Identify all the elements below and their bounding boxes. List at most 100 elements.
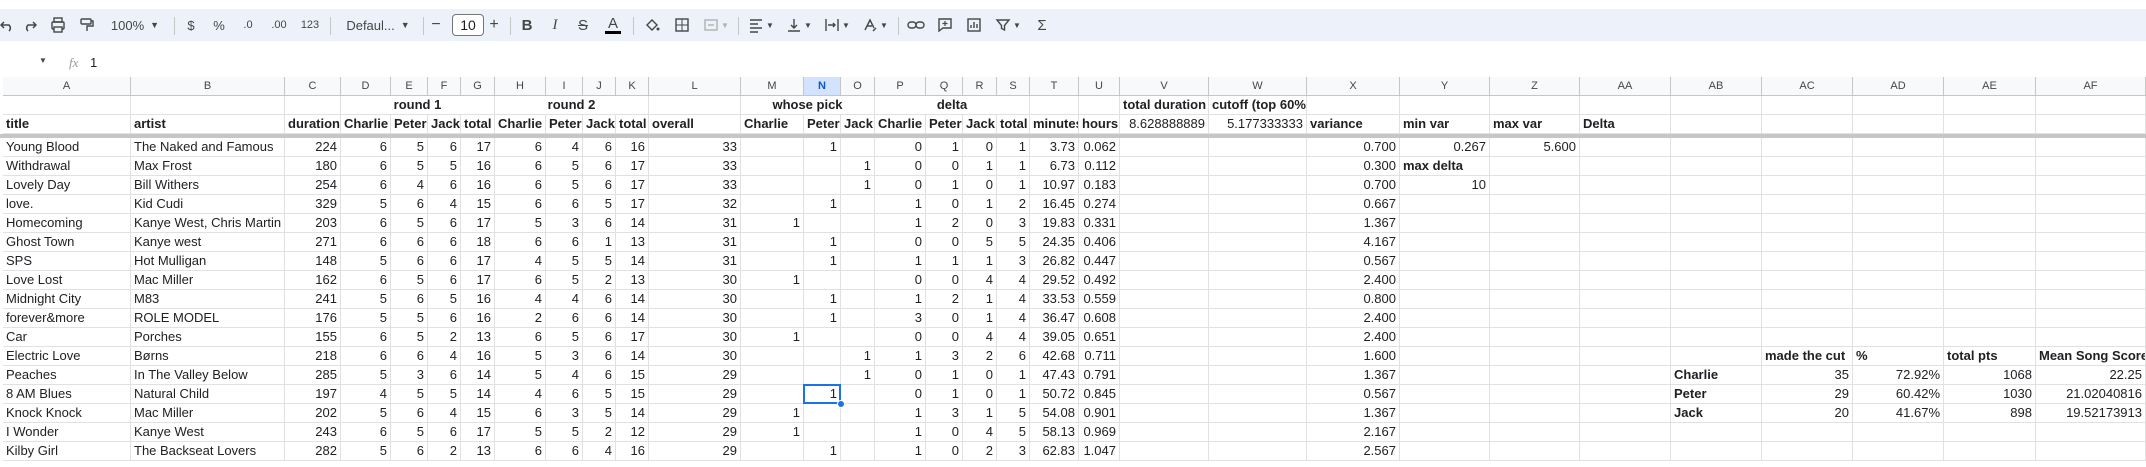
empty-cell[interactable]	[1944, 233, 2036, 252]
cell-ab[interactable]: Peter	[1671, 385, 1762, 404]
artist-cell[interactable]: Kanye West, Chris Martin	[131, 214, 285, 233]
cell-t[interactable]: 3.73	[1030, 138, 1079, 157]
header-cutoff-value[interactable]: 5.177333333	[1209, 115, 1307, 134]
column-header-g[interactable]: G	[461, 77, 495, 96]
empty-cell[interactable]	[1944, 252, 2036, 271]
cell-s[interactable]: 3	[997, 214, 1030, 233]
cell-k[interactable]: 14	[616, 290, 649, 309]
cell-ac[interactable]: 29	[1762, 385, 1853, 404]
empty-cell[interactable]	[841, 252, 875, 271]
empty-cell[interactable]	[1209, 442, 1307, 461]
cell-d[interactable]: 5	[341, 290, 391, 309]
row1-cell[interactable]	[1400, 96, 1490, 115]
song-title-cell[interactable]: Car	[3, 328, 131, 347]
row1-cell[interactable]	[285, 96, 341, 115]
cell-r[interactable]: 1	[963, 290, 997, 309]
row1-cell[interactable]	[1490, 96, 1580, 115]
cell-h[interactable]: 6	[495, 176, 546, 195]
empty-cell[interactable]	[1490, 442, 1580, 461]
header-r1-jack[interactable]: Jack	[428, 115, 461, 134]
cell-y[interactable]: max delta	[1400, 157, 1490, 176]
row1-cell[interactable]	[1079, 96, 1120, 115]
empty-cell[interactable]	[2036, 442, 2146, 461]
song-title-cell[interactable]: Electric Love	[3, 347, 131, 366]
cell-h[interactable]: 5	[495, 347, 546, 366]
cell-h[interactable]: 6	[495, 442, 546, 461]
cell-p[interactable]: 1	[875, 195, 926, 214]
empty-cell[interactable]	[1209, 328, 1307, 347]
empty-cell[interactable]	[1762, 271, 1853, 290]
empty-cell[interactable]	[841, 442, 875, 461]
empty-cell[interactable]	[741, 442, 804, 461]
column-header-ab[interactable]: AB	[1671, 77, 1762, 96]
empty-cell[interactable]	[1400, 271, 1490, 290]
empty-cell[interactable]	[1490, 290, 1580, 309]
cell-i[interactable]: 5	[546, 271, 583, 290]
empty-cell[interactable]	[1490, 233, 1580, 252]
empty-cell[interactable]	[1400, 347, 1490, 366]
cell-k[interactable]: 14	[616, 347, 649, 366]
cell-e[interactable]: 6	[391, 195, 428, 214]
column-header-ae[interactable]: AE	[1944, 77, 2036, 96]
column-header-af[interactable]: AF	[2036, 77, 2146, 96]
empty-cell[interactable]	[1120, 252, 1209, 271]
cell-e[interactable]: 5	[391, 309, 428, 328]
empty-cell[interactable]	[1400, 404, 1490, 423]
header-r1-total[interactable]: total	[461, 115, 495, 134]
empty-cell[interactable]	[841, 404, 875, 423]
cell-j[interactable]: 6	[583, 138, 616, 157]
cell-d[interactable]: 5	[341, 442, 391, 461]
empty-cell[interactable]	[1209, 271, 1307, 290]
empty-cell[interactable]	[1944, 176, 2036, 195]
column-header-h[interactable]: H	[495, 77, 546, 96]
column-header-u[interactable]: U	[1079, 77, 1120, 96]
cell-d[interactable]: 6	[341, 347, 391, 366]
cell-ae[interactable]: 1030	[1944, 385, 2036, 404]
cell-i[interactable]: 4	[546, 290, 583, 309]
cell-m[interactable]: 1	[741, 423, 804, 442]
cell-x[interactable]: 0.700	[1307, 176, 1400, 195]
cell-i[interactable]: 5	[546, 176, 583, 195]
cell-s[interactable]: 1	[997, 385, 1030, 404]
empty-cell[interactable]	[1400, 309, 1490, 328]
cell-h[interactable]: 6	[495, 404, 546, 423]
cell-e[interactable]: 5	[391, 157, 428, 176]
empty-cell[interactable]	[1671, 214, 1762, 233]
cell-g[interactable]: 13	[461, 442, 495, 461]
cell-g[interactable]: 17	[461, 252, 495, 271]
text-color-button[interactable]: A	[602, 9, 624, 41]
cell-q[interactable]: 0	[926, 233, 963, 252]
cell-ad[interactable]: 72.92%	[1853, 366, 1944, 385]
cell-t[interactable]: 26.82	[1030, 252, 1079, 271]
cell-i[interactable]: 4	[546, 138, 583, 157]
cell-c[interactable]: 155	[285, 328, 341, 347]
empty-cell[interactable]	[1580, 138, 1671, 157]
cell-g[interactable]: 16	[461, 290, 495, 309]
empty-cell[interactable]	[1762, 176, 1853, 195]
cell-r[interactable]: 0	[963, 214, 997, 233]
empty-cell[interactable]	[1120, 347, 1209, 366]
cell-t[interactable]: 24.35	[1030, 233, 1079, 252]
cell-r[interactable]: 1	[963, 195, 997, 214]
cell-s[interactable]: 1	[997, 366, 1030, 385]
cell-l[interactable]: 33	[649, 138, 741, 157]
cell-s[interactable]: 1	[997, 138, 1030, 157]
cell-i[interactable]: 5	[546, 252, 583, 271]
empty-cell[interactable]	[741, 157, 804, 176]
cell-h[interactable]: 5	[495, 366, 546, 385]
horizontal-align-icon[interactable]: ▼	[746, 9, 776, 41]
empty-cell[interactable]	[2036, 214, 2146, 233]
cell-h[interactable]: 6	[495, 157, 546, 176]
paint-format-icon[interactable]	[76, 9, 98, 41]
cell-u[interactable]: 0.559	[1079, 290, 1120, 309]
cell-k[interactable]: 13	[616, 233, 649, 252]
empty-cell[interactable]	[1580, 176, 1671, 195]
cell-h[interactable]: 6	[495, 195, 546, 214]
column-header-r[interactable]: R	[963, 77, 997, 96]
cell-n[interactable]: 1	[804, 138, 841, 157]
cell-k[interactable]: 14	[616, 252, 649, 271]
cell-l[interactable]: 32	[649, 195, 741, 214]
cell-r[interactable]: 0	[963, 385, 997, 404]
cell-d[interactable]: 6	[341, 423, 391, 442]
empty-cell[interactable]	[2036, 195, 2146, 214]
